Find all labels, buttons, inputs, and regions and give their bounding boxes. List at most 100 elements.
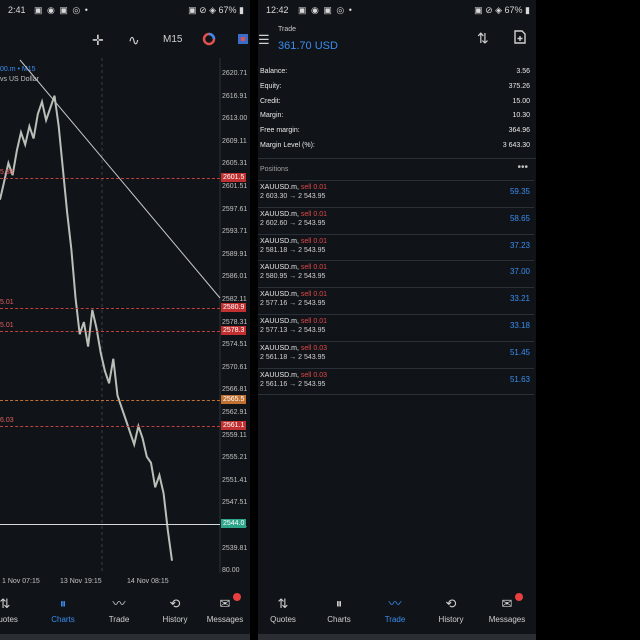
nav-label: Messages: [206, 615, 244, 624]
order-icon[interactable]: [237, 32, 249, 48]
nav-charts[interactable]: ⏸ Charts: [314, 595, 364, 624]
chart-screen: 2:41 ▣ ◉ ▣ ◎ • ▣ ⊘ ◈ 67% ▮ ✛ ∿ M15 00.m …: [0, 0, 250, 640]
position-side: sell 0.01: [300, 264, 327, 272]
position-row[interactable]: XAUUSD.m, sell 0.01 2 580.95 → 2 543.95 37.…: [258, 260, 534, 287]
position-profit: 37.00: [509, 267, 530, 277]
position-row[interactable]: XAUUSD.m, sell 0.03 2 561.16 → 2 543.95 51.…: [258, 367, 534, 395]
position-row[interactable]: XAUUSD.m, sell 0.03 2 561.18 → 2 543.95 51.…: [258, 340, 534, 368]
nav-label: Charts: [327, 615, 351, 624]
sort-icon[interactable]: ⇅: [477, 30, 489, 46]
quotes-icon: ⇅: [277, 596, 289, 611]
charts-icon: ⏸: [59, 596, 67, 611]
new-order-icon[interactable]: [514, 30, 526, 47]
position-symbol: XAUUSD.m, sell 0.01: [260, 264, 327, 271]
price-tick-label: 2566.81: [222, 386, 248, 394]
nav-label: Charts: [51, 615, 75, 624]
nav-messages[interactable]: ✉ Messages: [200, 593, 250, 624]
timeframe-button[interactable]: M15: [163, 34, 183, 45]
order-price-tag: 2578.3: [221, 326, 247, 335]
price-chart[interactable]: 00.m • M15 vs US Dollar 2620.71 2616.91 26…: [0, 58, 250, 584]
summary-label: Credit:: [260, 97, 281, 105]
summary-row: Equity: 375.26: [260, 83, 532, 97]
nav-label: Trade: [108, 615, 130, 624]
summary-label: Free margin:: [260, 127, 300, 135]
summary-value: 15.00: [512, 97, 530, 105]
order-line[interactable]: [0, 178, 220, 179]
summary-row: Margin Level (%): 3 643.30: [260, 142, 532, 156]
bottom-nav: ⇅ Quotes ⏸ Charts 〰 Trade ⟲ History ✉ Me…: [0, 593, 250, 640]
price-tick-label: 80.00: [222, 567, 240, 575]
summary-value: 364.96: [508, 127, 530, 135]
price-series: [0, 95, 173, 561]
position-row[interactable]: XAUUSD.m, sell 0.01 2 581.18 → 2 543.95 37.…: [258, 233, 534, 261]
trade-screen: 12:42 ▣ ◉ ▣ ◎ • ▣ ⊘ ◈ 67% ▮ ☰ Trade 361.…: [258, 0, 536, 640]
symbol-name: XAUUSD.m,: [260, 371, 299, 379]
order-line-label: 5.01: [0, 299, 14, 306]
trade-icon: 〰: [112, 596, 126, 611]
crosshair-icon[interactable]: ✛: [92, 32, 104, 48]
nav-history[interactable]: ⟲ History: [150, 595, 200, 624]
nav-quotes[interactable]: ⇅ Quotes: [258, 595, 308, 624]
divider: [258, 394, 534, 396]
chart-toolbar: ✛ ∿ M15: [0, 24, 250, 56]
position-row[interactable]: XAUUSD.m, sell 0.01 2 603.30 → 2 543.95 59.…: [258, 180, 534, 207]
x-axis-label: 14 Nov 08:15: [127, 578, 169, 585]
history-icon: ⟲: [445, 596, 457, 611]
nav-trade[interactable]: 〰 Trade: [94, 595, 144, 624]
current-price-line: [0, 524, 220, 525]
price-tick-label: 2547.51: [222, 499, 248, 507]
order-line-label: 6.03: [0, 417, 14, 424]
symbol-name: XAUUSD.m,: [260, 264, 299, 272]
position-symbol: XAUUSD.m, sell 0.01: [260, 211, 327, 218]
nav-messages[interactable]: ✉ Messages: [482, 593, 532, 624]
chart-symbol-description: vs US Dollar: [0, 76, 39, 83]
position-side: sell 0.01: [300, 291, 327, 299]
position-prices: 2 577.13 → 2 543.95: [260, 327, 326, 334]
summary-value: 10.30: [512, 112, 530, 120]
order-price-tag: 2601.5: [221, 173, 247, 182]
more-icon[interactable]: •••: [517, 162, 528, 173]
position-profit: 51.45: [509, 347, 530, 357]
header-balance: 361.70 USD: [278, 40, 338, 52]
indicators-icon[interactable]: ∿: [128, 32, 140, 48]
system-status: ▣ ⊘ ◈ 67% ▮: [188, 5, 244, 15]
page-title: Trade: [278, 26, 297, 33]
order-line[interactable]: [0, 400, 220, 401]
order-line-label: 5.88: [0, 169, 14, 176]
position-symbol: XAUUSD.m, sell 0.03: [260, 345, 327, 352]
summary-label: Balance:: [260, 68, 288, 75]
nav-quotes[interactable]: ⇅ Quotes: [0, 595, 30, 624]
home-bar: [258, 634, 536, 640]
color-scheme-icon[interactable]: [202, 32, 216, 49]
price-tick-label: 2551.41: [222, 476, 248, 484]
position-row[interactable]: XAUUSD.m, sell 0.01 2 577.16 → 2 543.95 33.…: [258, 287, 534, 314]
nav-trade[interactable]: 〰 Trade: [370, 595, 420, 624]
nav-charts[interactable]: ⏸ Charts: [38, 595, 88, 624]
menu-icon[interactable]: ☰: [258, 32, 270, 47]
position-row[interactable]: XAUUSD.m, sell 0.01 2 602.60 → 2 543.95 58.…: [258, 206, 534, 234]
order-line[interactable]: [0, 331, 220, 332]
current-price-tag: 2544.0: [221, 519, 247, 528]
summary-value: 375.26: [508, 82, 530, 90]
price-tick-label: 2616.91: [222, 92, 248, 100]
position-prices: 2 561.18 → 2 543.95: [260, 353, 326, 361]
nav-label: History: [162, 615, 188, 624]
order-price-tag: 2565.5: [221, 395, 247, 404]
home-bar: [0, 634, 250, 640]
nav-history[interactable]: ⟲ History: [426, 595, 476, 624]
trend-line[interactable]: [19, 59, 221, 299]
price-tick-label: 2597.61: [222, 205, 248, 213]
position-profit: 58.65: [509, 213, 530, 223]
nav-label: Messages: [488, 615, 526, 624]
position-row[interactable]: XAUUSD.m, sell 0.01 2 577.13 → 2 543.95 33.…: [258, 314, 534, 341]
price-tick-label: 2605.31: [222, 160, 248, 168]
position-side: sell 0.03: [300, 371, 327, 379]
summary-label: Margin Level (%):: [260, 142, 315, 149]
price-tick-label: 2578.31: [222, 318, 248, 326]
position-side: sell 0.03: [300, 344, 327, 352]
order-line[interactable]: [0, 426, 220, 427]
order-line[interactable]: [0, 308, 220, 309]
position-prices: 2 602.60 → 2 543.95: [260, 219, 326, 227]
price-tick-label: 2559.11: [222, 431, 247, 439]
system-status: ▣ ⊘ ◈ 67% ▮: [474, 5, 530, 15]
